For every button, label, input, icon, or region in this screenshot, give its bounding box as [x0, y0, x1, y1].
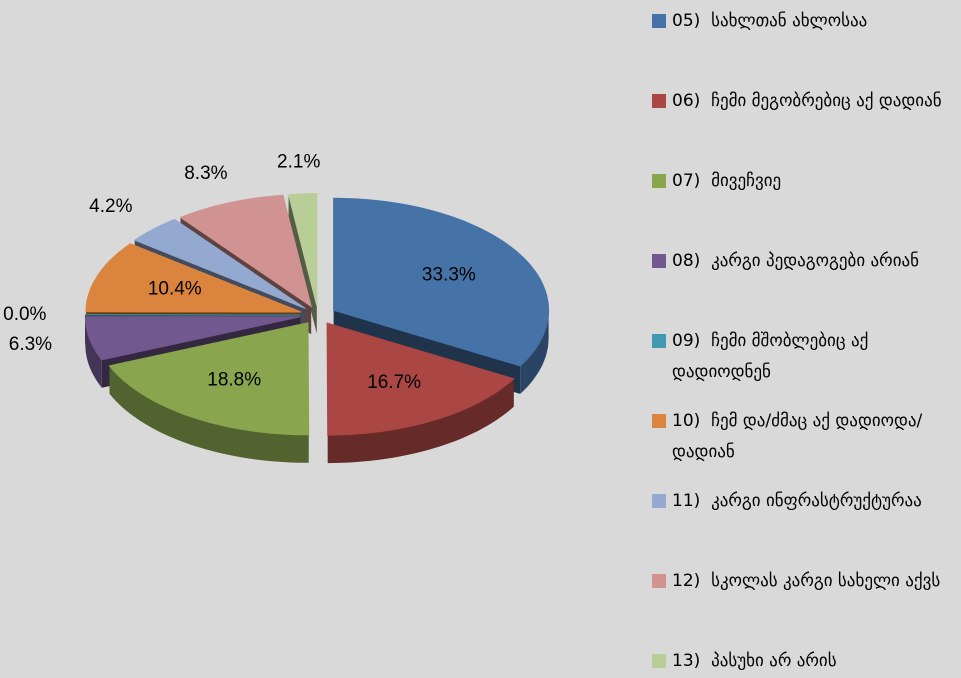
- data-label: 8.3%: [184, 163, 227, 184]
- slice-side: [288, 194, 317, 334]
- data-label: 4.2%: [89, 196, 132, 217]
- legend-label: 07) მივეჩვიე: [672, 171, 782, 191]
- legend-swatch: [652, 574, 666, 588]
- legend-label: 13) პასუხი არ არის: [672, 651, 837, 671]
- data-label: 16.7%: [367, 372, 421, 393]
- legend-swatch: [652, 94, 666, 108]
- slice-wall: [85, 316, 102, 388]
- data-label: 0.0%: [3, 304, 46, 325]
- legend-swatch: [652, 14, 666, 28]
- data-label: 18.8%: [207, 370, 261, 391]
- legend-label: 12) სკოლას კარგი სახელი აქვს: [672, 571, 941, 591]
- data-label: 33.3%: [422, 264, 476, 285]
- data-label: 2.1%: [277, 152, 320, 173]
- legend-label: 10) ჩემ და/ძმაც აქ დადიოდა/დადიან: [672, 411, 923, 462]
- slice: [108, 322, 310, 436]
- data-label: 6.3%: [9, 334, 52, 355]
- legend-label: 09) ჩემი მშობლებიც აქ დადიოდნენ: [672, 331, 874, 382]
- legend-swatch: [652, 654, 666, 668]
- legend-label: 11) კარგი ინფრასტრუქტურაა: [672, 491, 922, 511]
- slice: [326, 322, 515, 436]
- slice: [287, 193, 318, 306]
- legend-label: 05) სახლთან ახლოსაა: [672, 11, 868, 31]
- slice: [84, 316, 301, 361]
- legend-swatch: [652, 414, 666, 428]
- data-label: 10.4%: [148, 279, 202, 300]
- slice: [85, 243, 302, 313]
- slice: [333, 197, 550, 367]
- legend-swatch: [652, 174, 666, 188]
- legend-swatch: [652, 254, 666, 268]
- legend-label: 08) კარგი პედაგოგები არიან: [672, 251, 920, 271]
- pie-area: 33.3% 16.7% 18.8% 6.3% 0.0% 10.4% 4.2% 8.3% 2.1%: [3, 152, 550, 464]
- slice: [133, 218, 306, 309]
- slice: [179, 194, 312, 308]
- slice-wall: [327, 378, 514, 464]
- slice-wall: [520, 310, 549, 394]
- legend-swatch: [652, 494, 666, 508]
- legend-swatch: [652, 334, 666, 348]
- legend-label: 06) ჩემი მეგობრებიც აქ დადიან: [672, 91, 942, 111]
- slice-wall: [109, 365, 309, 463]
